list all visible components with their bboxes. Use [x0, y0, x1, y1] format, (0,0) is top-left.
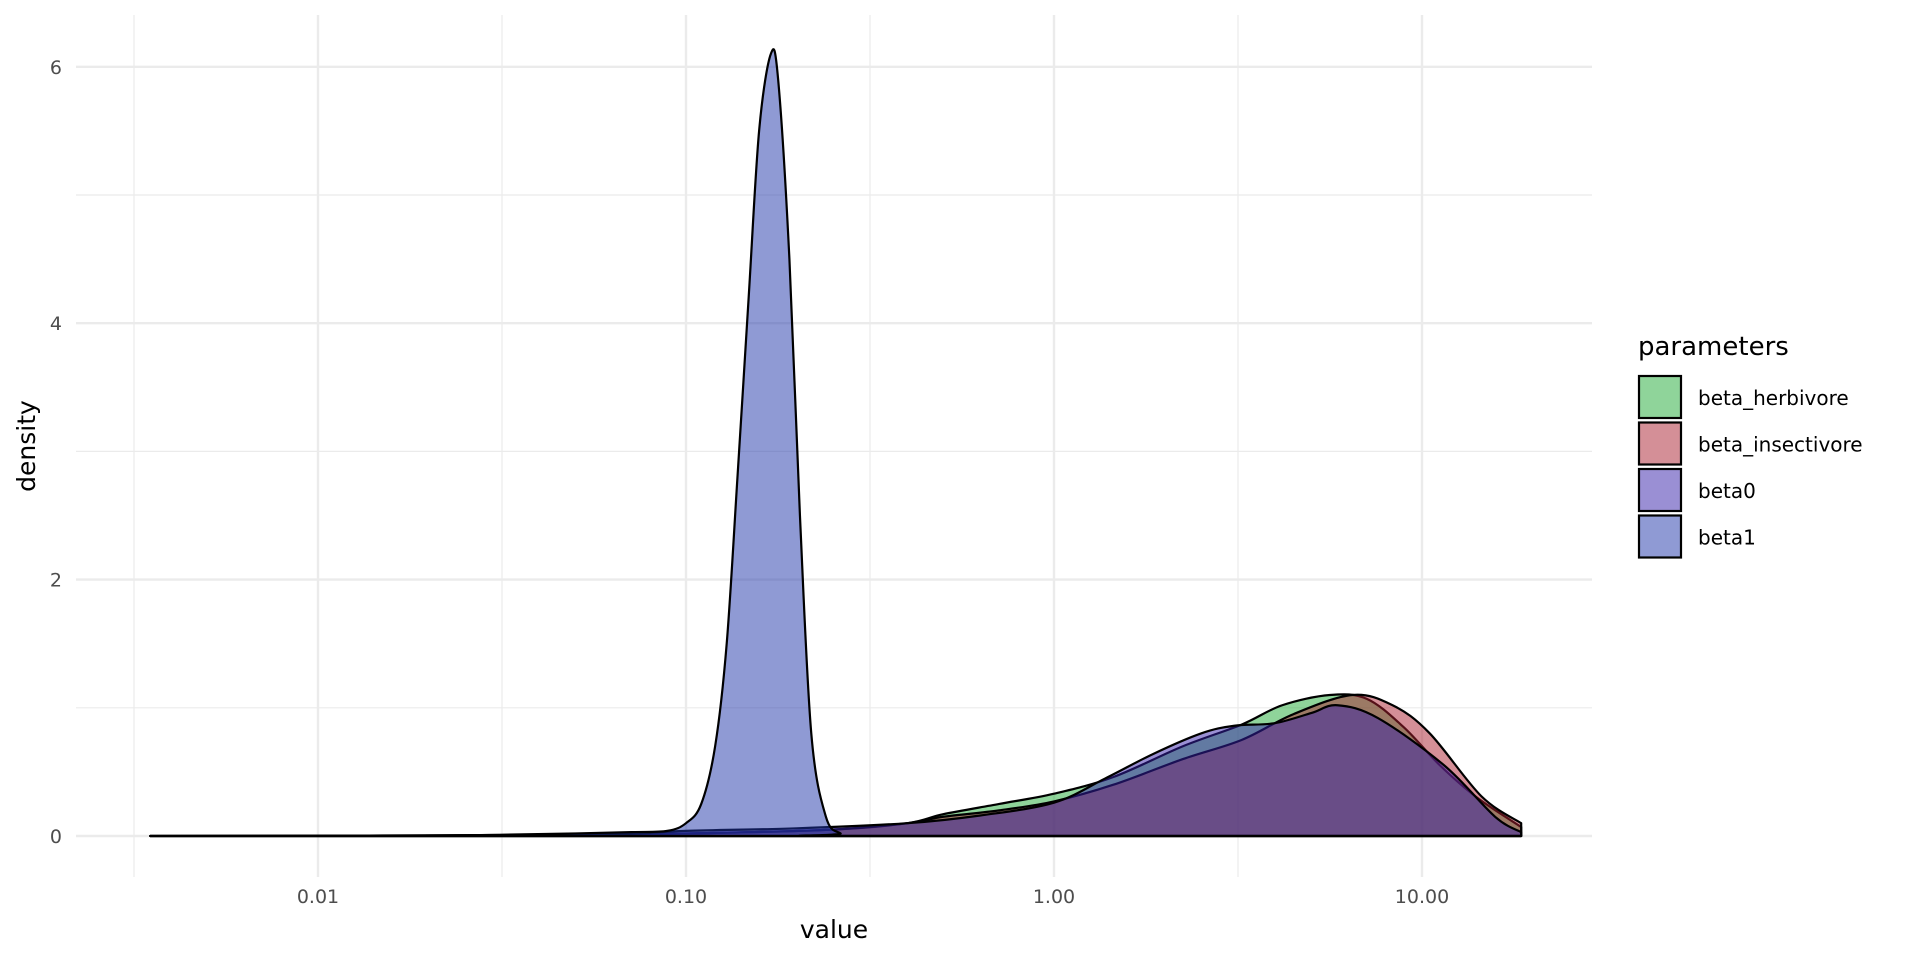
- y-axis-title: density: [12, 400, 41, 492]
- legend-swatch: [1637, 421, 1683, 466]
- legend-item-beta-insectivore: beta_insectivore: [1637, 421, 1863, 466]
- legend-item-beta0: beta0: [1637, 467, 1756, 513]
- y-tick-label: 2: [50, 570, 62, 592]
- density-areas: [149, 48, 1523, 838]
- legend-title: parameters: [1638, 332, 1789, 362]
- y-tick-labels: 0 2 4 6: [50, 57, 62, 848]
- x-tick-label: 0.01: [297, 886, 339, 908]
- x-tick-label: 0.10: [665, 886, 707, 908]
- density-area-beta0: [149, 704, 1523, 838]
- legend-label: beta_herbivore: [1698, 386, 1849, 410]
- legend: parameters beta_herbivore beta_insectivor…: [1637, 332, 1863, 559]
- y-tick-label: 4: [50, 313, 62, 335]
- x-tick-label: 10.00: [1395, 886, 1449, 908]
- y-tick-label: 6: [50, 57, 62, 79]
- legend-label: beta0: [1698, 479, 1756, 503]
- legend-item-beta-herbivore: beta_herbivore: [1637, 374, 1849, 420]
- legend-label: beta1: [1698, 526, 1756, 550]
- density-area-beta1: [149, 48, 1523, 838]
- legend-swatch: [1637, 514, 1683, 559]
- legend-swatch: [1637, 467, 1683, 513]
- legend-label: beta_insectivore: [1698, 433, 1863, 457]
- x-tick-labels: 0.01 0.10 1.00 10.00: [297, 886, 1449, 908]
- x-axis-title: value: [800, 915, 868, 944]
- legend-item-beta1: beta1: [1637, 514, 1756, 559]
- y-tick-label: 0: [50, 826, 62, 848]
- legend-swatch: [1637, 374, 1683, 420]
- x-tick-label: 1.00: [1033, 886, 1075, 908]
